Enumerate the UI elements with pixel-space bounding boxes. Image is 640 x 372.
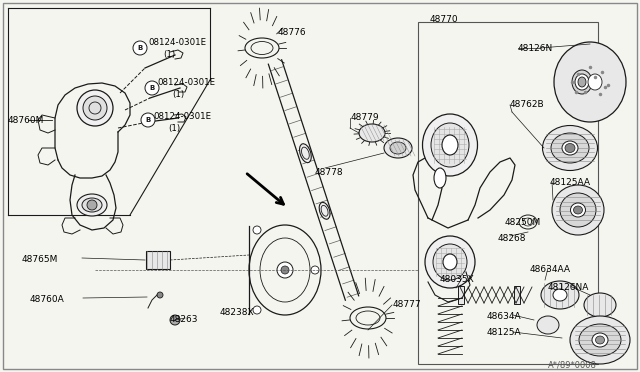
Ellipse shape [319, 202, 330, 219]
Ellipse shape [552, 185, 604, 235]
Circle shape [133, 41, 147, 55]
Text: 48778: 48778 [315, 168, 344, 177]
Bar [458, 286, 464, 304]
Ellipse shape [573, 206, 582, 214]
Circle shape [77, 90, 113, 126]
Ellipse shape [384, 138, 412, 158]
Text: B: B [149, 85, 155, 91]
Text: 48125AA: 48125AA [550, 178, 591, 187]
Ellipse shape [570, 203, 586, 217]
Text: 48770: 48770 [430, 15, 459, 24]
Text: 48126N: 48126N [518, 44, 553, 53]
Ellipse shape [425, 236, 475, 288]
Ellipse shape [562, 141, 578, 155]
Ellipse shape [553, 289, 567, 301]
Ellipse shape [595, 336, 605, 344]
Circle shape [277, 262, 293, 278]
Ellipse shape [572, 70, 592, 94]
Text: 48762B: 48762B [510, 100, 545, 109]
Circle shape [281, 266, 289, 274]
Text: (1): (1) [163, 50, 175, 59]
Text: A*/89*0008: A*/89*0008 [548, 360, 597, 369]
Ellipse shape [442, 135, 458, 155]
Ellipse shape [422, 114, 477, 176]
Ellipse shape [434, 168, 446, 188]
Ellipse shape [570, 316, 630, 364]
Ellipse shape [249, 225, 321, 315]
Circle shape [170, 315, 180, 325]
Circle shape [311, 266, 319, 274]
Ellipse shape [554, 42, 626, 122]
Ellipse shape [588, 74, 602, 90]
Text: 08124-0301E: 08124-0301E [157, 78, 215, 87]
Ellipse shape [359, 124, 385, 142]
Text: (1): (1) [172, 90, 184, 99]
Ellipse shape [575, 74, 589, 90]
Text: (1): (1) [168, 124, 180, 133]
Ellipse shape [350, 307, 386, 329]
Text: 08124-0301E: 08124-0301E [148, 38, 206, 47]
Ellipse shape [77, 194, 107, 216]
Ellipse shape [579, 324, 621, 356]
Bar [146, 251, 170, 269]
Ellipse shape [443, 254, 457, 270]
Ellipse shape [541, 281, 579, 309]
Text: 08124-0301E: 08124-0301E [153, 112, 211, 121]
Ellipse shape [431, 123, 469, 167]
Ellipse shape [543, 125, 598, 170]
Bar [514, 286, 520, 304]
Ellipse shape [560, 193, 596, 227]
Ellipse shape [592, 333, 608, 347]
Text: 48035X: 48035X [440, 275, 475, 284]
Circle shape [157, 292, 163, 298]
Ellipse shape [300, 144, 311, 163]
Circle shape [87, 200, 97, 210]
Text: 48765M: 48765M [22, 255, 58, 264]
Circle shape [253, 226, 261, 234]
Ellipse shape [390, 142, 406, 154]
Text: 48760A: 48760A [30, 295, 65, 304]
Circle shape [145, 81, 159, 95]
Text: 48779: 48779 [351, 113, 380, 122]
Text: B: B [145, 117, 150, 123]
Text: B: B [138, 45, 143, 51]
Ellipse shape [551, 133, 589, 163]
Circle shape [141, 113, 155, 127]
Ellipse shape [565, 144, 575, 153]
Text: 48250M: 48250M [505, 218, 541, 227]
Circle shape [83, 96, 107, 120]
Text: 48777: 48777 [393, 300, 422, 309]
Bar [418, 22, 598, 364]
Ellipse shape [584, 293, 616, 317]
Ellipse shape [245, 38, 279, 58]
Text: 48268: 48268 [498, 234, 527, 243]
Circle shape [253, 306, 261, 314]
Text: 48776: 48776 [278, 28, 307, 37]
Text: 48634AA: 48634AA [530, 265, 571, 274]
Ellipse shape [578, 77, 586, 87]
Bar [245, 220, 285, 320]
Text: 48263: 48263 [170, 315, 198, 324]
Text: 48238X: 48238X [220, 308, 255, 317]
Text: 48760M: 48760M [8, 116, 44, 125]
Ellipse shape [433, 244, 467, 280]
Text: 48126NA: 48126NA [548, 283, 589, 292]
Ellipse shape [537, 316, 559, 334]
Text: 48125A: 48125A [487, 328, 522, 337]
Ellipse shape [82, 198, 102, 212]
Text: 48634A: 48634A [487, 312, 522, 321]
